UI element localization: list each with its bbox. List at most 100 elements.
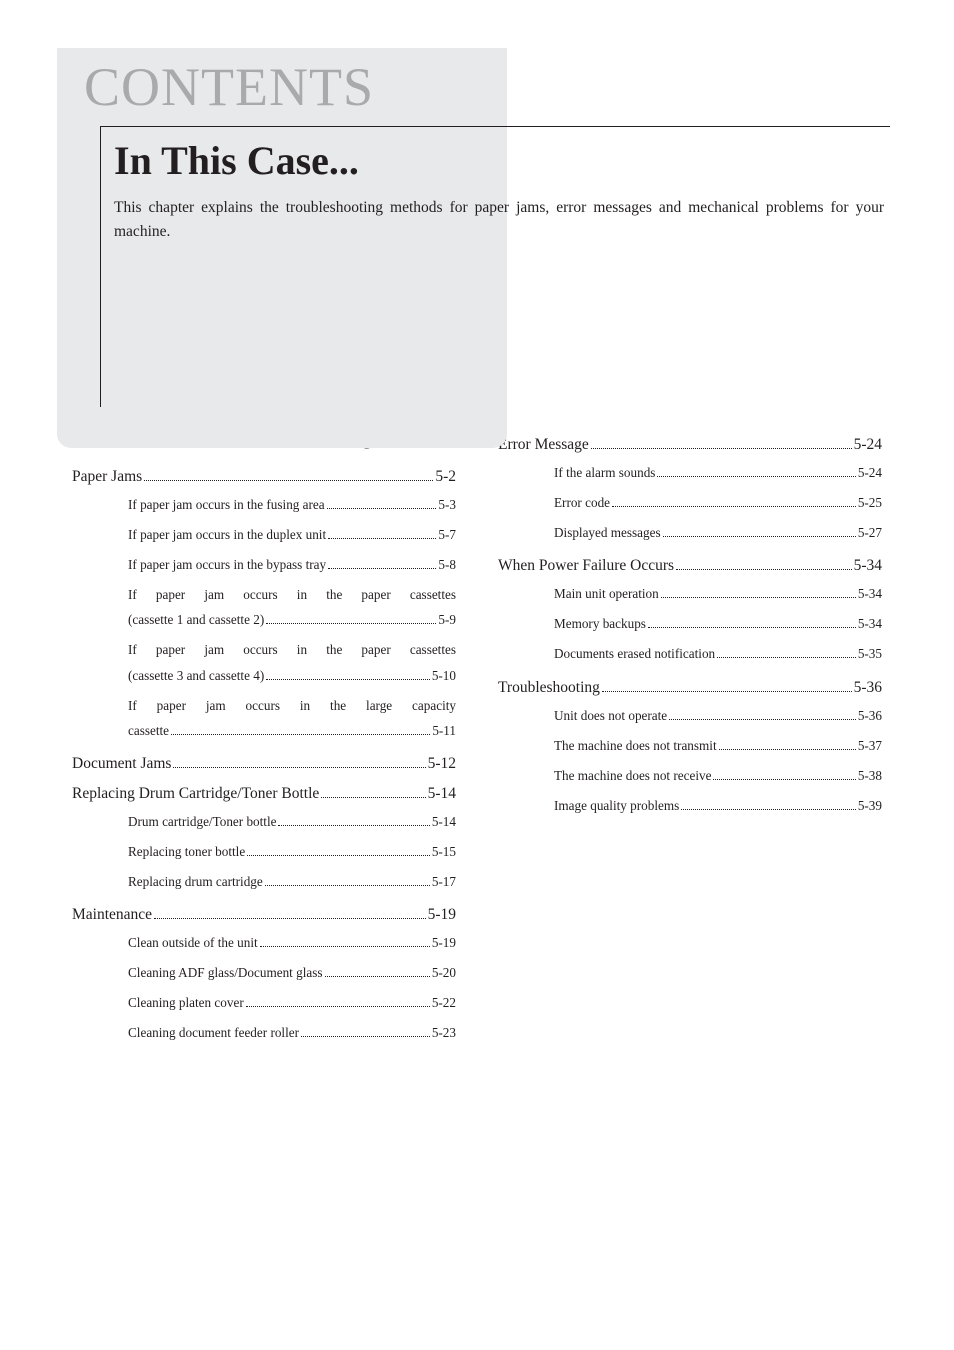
toc-leader: [328, 568, 436, 569]
toc-entry-label: Error code: [554, 490, 610, 515]
toc-left-column: Maintenance and Troubleshooting… 5-1 Pap…: [72, 424, 456, 1050]
toc-leader: [669, 719, 856, 720]
toc-entry-label: cassette: [128, 718, 169, 743]
toc-entry-page: 5-3: [438, 492, 456, 517]
toc-entry-level2: If paper jam occurs in the paper cassett…: [128, 637, 456, 687]
toc-entry-label: If paper jam occurs in the bypass tray: [128, 552, 326, 577]
toc-entry-page: 5-25: [858, 490, 882, 515]
toc-entry-level1: When Power Failure Occurs5-34: [498, 557, 882, 575]
toc-entry-page: 5-8: [438, 552, 456, 577]
toc-leader: [663, 536, 856, 537]
toc-entry-label: Memory backups: [554, 611, 646, 636]
toc-entry-level2: If paper jam occurs in the large capacit…: [128, 693, 456, 743]
toc-entry-page: 5-27: [858, 520, 882, 545]
toc-entry-level2: Displayed messages 5-27: [554, 520, 882, 545]
toc-leader: [719, 749, 856, 750]
toc-leader: [591, 448, 852, 449]
toc-leader: [602, 691, 852, 692]
toc-entry-page: 5-34: [854, 557, 882, 575]
toc-entry-level2: If paper jam occurs in the bypass tray 5-…: [128, 552, 456, 577]
toc-leader: [661, 597, 856, 598]
toc-entry-level2: Error code 5-25: [554, 490, 882, 515]
toc-leader: [612, 506, 856, 507]
toc-entry-page: 5-34: [858, 581, 882, 606]
toc-leader: [676, 569, 852, 570]
toc-entry-label: Replacing drum cartridge: [128, 869, 263, 894]
toc-entry-level2: Cleaning ADF glass/Document glass 5-20: [128, 960, 456, 985]
toc-entry-label: Error Message: [498, 436, 589, 454]
toc-entry-level2: Main unit operation5-34: [554, 581, 882, 606]
toc-entry-label: Unit does not operate: [554, 703, 667, 728]
toc-entry-page: 5-14: [428, 785, 456, 803]
toc-entry-level2: The machine does not receive5-38: [554, 763, 882, 788]
toc-entry-level2: Drum cartridge/Toner bottle5-14: [128, 809, 456, 834]
toc-entry-label: Cleaning platen cover: [128, 990, 244, 1015]
toc-leader: [144, 480, 433, 481]
toc-entry-level2: If paper jam occurs in the duplex unit5-…: [128, 522, 456, 547]
toc-entry-page: 5-35: [858, 641, 882, 666]
toc-entry-page: 5-17: [432, 869, 456, 894]
toc-entry-page: 5-39: [858, 793, 882, 818]
toc-entry-label: Displayed messages: [554, 520, 661, 545]
toc-entry-label-line1: If paper jam occurs in the paper cassett…: [128, 582, 456, 607]
toc-entry-level1: Paper Jams5-2: [72, 468, 456, 486]
toc-entry-level1: Troubleshooting 5-36: [498, 679, 882, 697]
chapter-description: This chapter explains the troubleshootin…: [114, 196, 884, 244]
toc-leader: [657, 476, 855, 477]
toc-entry-label: If paper jam occurs in the duplex unit: [128, 522, 326, 547]
toc-entry-page: 5-38: [858, 763, 882, 788]
toc-entry-page: 5-10: [432, 663, 456, 688]
toc-entry-level2: Unit does not operate5-36: [554, 703, 882, 728]
toc-leader: [278, 825, 429, 826]
toc-entry-level2: If the alarm sounds5-24: [554, 460, 882, 485]
toc-entry-page: 5-22: [432, 990, 456, 1015]
toc-entry-page: 5-19: [432, 930, 456, 955]
toc-entry-label-line1: If paper jam occurs in the paper cassett…: [128, 637, 456, 662]
toc-columns: Maintenance and Troubleshooting… 5-1 Pap…: [72, 424, 882, 1050]
toc-entry-label: (cassette 3 and cassette 4): [128, 663, 264, 688]
toc-entry-level2: Cleaning document feeder roller5-23: [128, 1020, 456, 1045]
header-block: CONTENTS In This Case... This chapter ex…: [72, 56, 882, 244]
toc-entry-level1: Replacing Drum Cartridge/Toner Bottle5-1…: [72, 785, 456, 803]
toc-entry-page: 5-24: [858, 460, 882, 485]
contents-heading: CONTENTS: [84, 56, 882, 118]
toc-entry-level2: Memory backups5-34: [554, 611, 882, 636]
toc-leader: [173, 767, 425, 768]
toc-entry-label: The machine does not transmit: [554, 733, 717, 758]
toc-entry-page: 5-20: [432, 960, 456, 985]
toc-leader: [713, 779, 855, 780]
chapter-title: In This Case...: [114, 137, 890, 184]
toc-entry-label-line2: cassette5-11: [128, 718, 456, 743]
toc-entry-label: Image quality problems: [554, 793, 679, 818]
toc-leader: [260, 946, 430, 947]
toc-entry-page: 5-2: [435, 468, 456, 486]
toc-leader: [325, 976, 430, 977]
toc-entry-level1: Maintenance5-19: [72, 906, 456, 924]
toc-leader: [321, 797, 425, 798]
toc-leader: [717, 657, 856, 658]
toc-leader: [266, 679, 430, 680]
toc-entry-label-line2: (cassette 3 and cassette 4) 5-10: [128, 663, 456, 688]
toc-entry-label: Cleaning ADF glass/Document glass: [128, 960, 323, 985]
toc-entry-label-line1: If paper jam occurs in the large capacit…: [128, 693, 456, 718]
toc-entry-label: Troubleshooting: [498, 679, 600, 697]
toc-entry-page: 5-14: [432, 809, 456, 834]
toc-entry-level1: Document Jams5-12: [72, 755, 456, 773]
toc-leader: [328, 538, 436, 539]
toc-entry-label: (cassette 1 and cassette 2): [128, 607, 264, 632]
toc-entry-label: Cleaning document feeder roller: [128, 1020, 299, 1045]
toc-entry-level1: Error Message 5-24: [498, 436, 882, 454]
toc-entry-page: 5-15: [432, 839, 456, 864]
toc-entry-label: If paper jam occurs in the fusing area: [128, 492, 325, 517]
toc-entry-page: 5-24: [854, 436, 882, 454]
toc-leader: [266, 623, 436, 624]
toc-entry-label: Documents erased notification: [554, 641, 715, 666]
toc-entry-page: 5-36: [854, 679, 882, 697]
toc-entry-label-line2: (cassette 1 and cassette 2)5-9: [128, 607, 456, 632]
toc-leader: [648, 627, 856, 628]
toc-leader: [681, 809, 856, 810]
toc-leader: [247, 855, 430, 856]
toc-right-column: Error Message5-24If the alarm sounds5-24…: [498, 424, 882, 1050]
toc-entry-level2: Documents erased notification 5-35: [554, 641, 882, 666]
toc-entry-page: 5-19: [428, 906, 456, 924]
